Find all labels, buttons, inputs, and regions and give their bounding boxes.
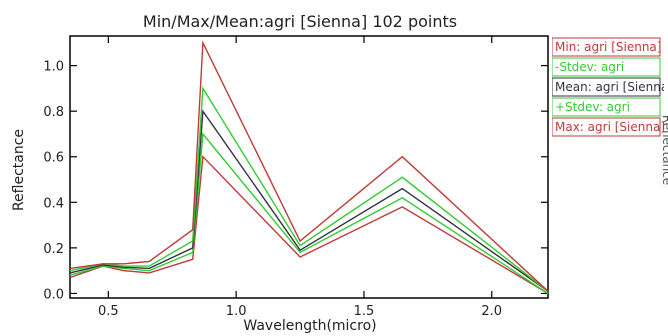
legend-label: +Stdev: agri: [555, 100, 630, 114]
x-tick-label: 1.5: [354, 304, 375, 319]
legend-label: Max: agri [Sienna]: [555, 120, 665, 134]
series-layer: [69, 40, 549, 295]
y-tick-label: 0.4: [43, 196, 64, 211]
series-line-1: [69, 132, 549, 294]
series-line-4: [69, 40, 549, 292]
y-axis-label: Reflectance: [11, 129, 27, 211]
legend-box: [552, 97, 661, 117]
legend-label: Mean: agri [Sienna]: [555, 80, 668, 94]
x-axis-label: Wavelength(micro): [243, 318, 376, 334]
right-axis-label: Reflectance: [660, 115, 668, 185]
legend: Min: agri [Sienna] -Stdev: agri Mean: agri…: [552, 37, 668, 137]
y-tick-label: 0.6: [43, 151, 64, 166]
legend-label: Min: agri [Sienna]: [555, 40, 661, 54]
legend-box: [552, 37, 661, 57]
chart-title: Min/Max/Mean:agri [Sienna] 102 points: [143, 12, 457, 31]
y-tick-label: 0.8: [43, 105, 64, 120]
plot-frame: [69, 35, 549, 299]
y-tick-label: 1.0: [43, 60, 64, 75]
series-line-2: [69, 109, 549, 292]
x-tick-label: 1.0: [226, 304, 247, 319]
series-line-3: [69, 86, 549, 292]
legend-label: -Stdev: agri: [555, 60, 624, 74]
legend-box: [552, 57, 661, 77]
x-tick-label: 2.0: [481, 304, 502, 319]
y-tick-label: 0.2: [43, 242, 64, 257]
y-axis: 0.0 0.2 0.4 0.6 0.8 1.0: [43, 60, 548, 302]
legend-box: [552, 77, 661, 97]
x-axis: 0.5 1.0 1.5 2.0: [98, 36, 502, 319]
legend-box: [552, 117, 661, 137]
y-tick-label: 0.0: [43, 287, 64, 302]
series-line-0: [69, 155, 549, 295]
x-tick-label: 0.5: [98, 304, 119, 319]
